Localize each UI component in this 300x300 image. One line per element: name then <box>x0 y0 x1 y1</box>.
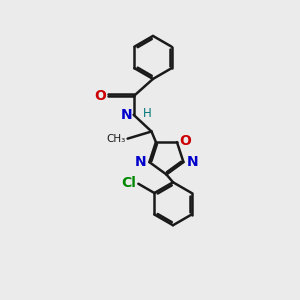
Text: H: H <box>142 107 151 120</box>
Text: O: O <box>94 89 106 103</box>
Text: CH₃: CH₃ <box>106 134 125 144</box>
Text: N: N <box>186 155 198 169</box>
Text: N: N <box>135 155 146 169</box>
Text: N: N <box>121 108 132 122</box>
Text: O: O <box>179 134 191 148</box>
Text: Cl: Cl <box>122 176 136 190</box>
